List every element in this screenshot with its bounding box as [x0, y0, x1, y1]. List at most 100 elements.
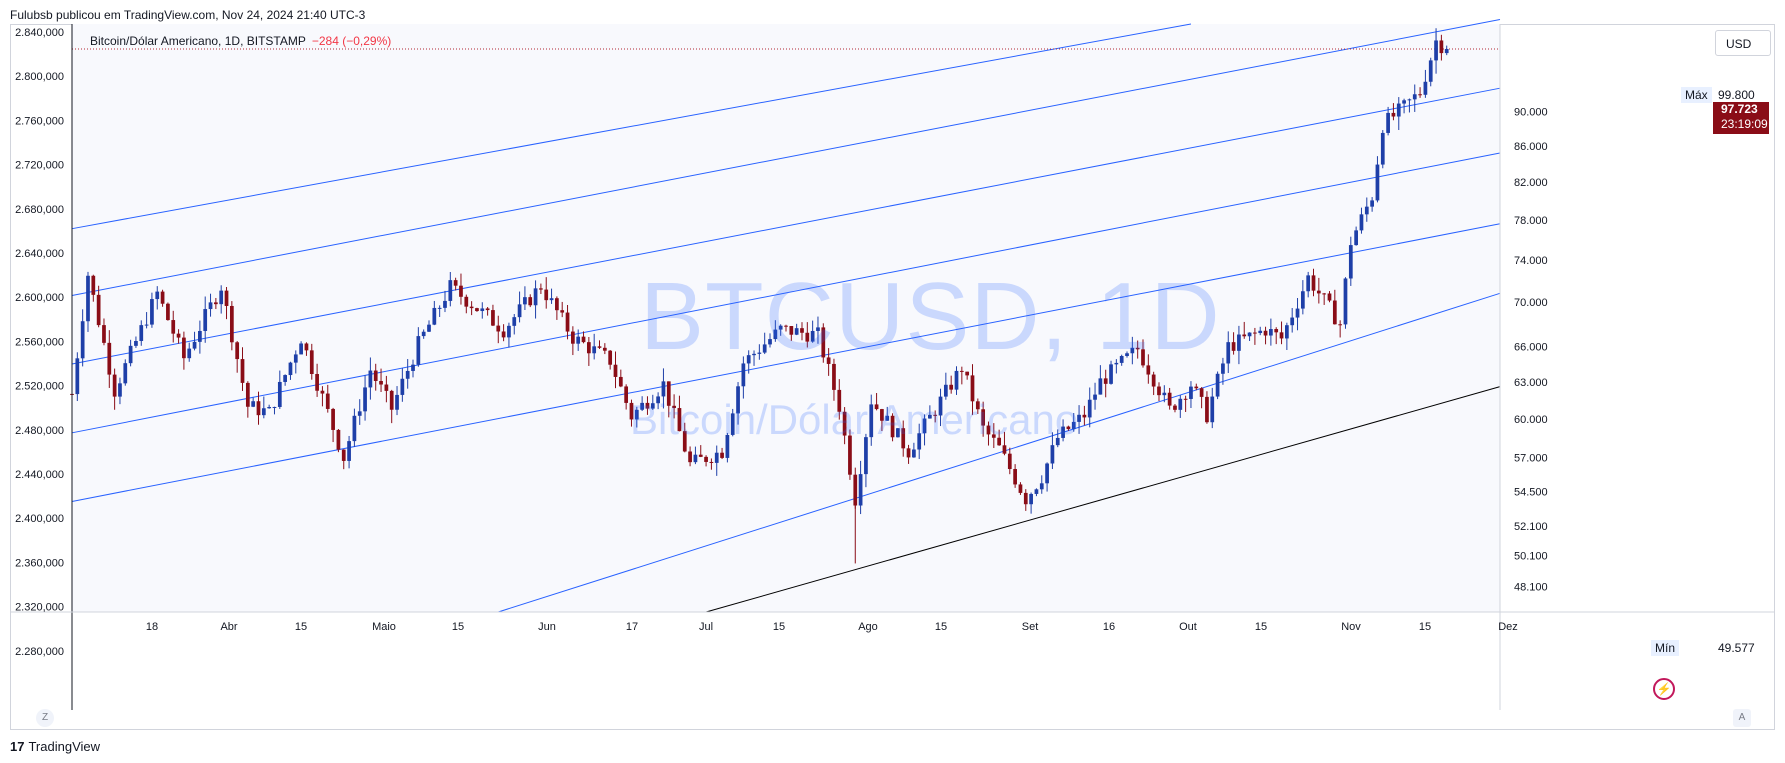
candle-body	[1210, 396, 1215, 423]
tradingview-logo[interactable]: 17 TradingView	[10, 739, 100, 754]
candle-body	[805, 332, 810, 342]
candle-body	[1141, 349, 1145, 366]
candle-body	[1055, 437, 1060, 446]
candle-body	[91, 275, 96, 295]
candle-body	[1386, 112, 1390, 133]
candle-body	[80, 321, 85, 359]
candle-body	[448, 280, 453, 301]
candle-body	[741, 363, 746, 387]
candle-body	[272, 406, 277, 408]
candle-body	[1093, 394, 1097, 400]
candle-body	[1221, 363, 1225, 374]
candle-body	[618, 376, 623, 387]
zoom-button[interactable]: Z	[36, 709, 54, 727]
left-axis-tick-label: 2.760,000	[15, 115, 64, 127]
min-value: 49.577	[1718, 641, 1755, 655]
candle-body	[1066, 426, 1071, 430]
candle-body	[208, 302, 213, 310]
candle-body	[523, 297, 527, 305]
candle-body	[315, 374, 319, 391]
candle-body	[1098, 378, 1103, 395]
candle-body	[571, 331, 575, 344]
candle-body	[203, 309, 208, 331]
candle-body	[416, 336, 421, 365]
candle-body	[896, 428, 900, 438]
candle-body	[235, 342, 240, 360]
candle-body	[389, 390, 394, 410]
candle-body	[848, 435, 852, 475]
currency-button[interactable]: USD	[1715, 30, 1771, 56]
candle-body	[107, 342, 112, 375]
candle-body	[1034, 489, 1039, 494]
candle-body	[251, 401, 256, 407]
candle-body	[720, 452, 724, 458]
candle-body	[240, 359, 245, 383]
left-axis-tick-label: 2.600,000	[15, 292, 64, 304]
candle-body	[1114, 362, 1119, 365]
candle-body	[400, 378, 405, 395]
channel-lines	[71, 19, 1501, 613]
x-axis-tick-label: Nov	[1341, 621, 1361, 633]
candle-body	[762, 344, 767, 353]
candle-body	[512, 317, 517, 326]
candle-body	[219, 290, 224, 305]
last-price-badge: 97.723 23:19:09	[1713, 102, 1769, 134]
lightning-icon[interactable]: ⚡	[1653, 678, 1675, 700]
candle-body	[1146, 365, 1151, 375]
candle-body	[128, 345, 133, 364]
candle-body	[501, 331, 506, 338]
candle-body	[874, 404, 879, 410]
candle-body	[597, 346, 602, 348]
candle-body	[331, 408, 335, 430]
candle-body	[160, 291, 165, 304]
candle-body	[991, 434, 996, 438]
candle-body	[794, 328, 799, 335]
candle-body	[1173, 405, 1177, 410]
candle-body	[959, 370, 964, 372]
candle-body	[1348, 245, 1353, 279]
candle-body	[1402, 100, 1406, 104]
auto-scale-button[interactable]: A	[1733, 709, 1751, 727]
candle-body	[1189, 386, 1193, 399]
candle-body	[1018, 484, 1023, 493]
candle-body	[666, 381, 671, 406]
base-trend-line	[705, 386, 1501, 613]
candle-body	[975, 401, 980, 410]
candle-body	[810, 330, 815, 342]
candle-body	[1013, 469, 1017, 485]
candle-body	[709, 461, 714, 463]
candle-body	[277, 381, 282, 407]
candle-body	[309, 350, 314, 375]
candle-body	[826, 357, 831, 364]
candle-body	[1306, 275, 1311, 292]
candle-body	[1370, 200, 1374, 207]
candle-body	[784, 325, 788, 327]
candle-body	[933, 414, 938, 416]
candle-body	[832, 363, 836, 390]
candle-body	[1391, 112, 1396, 117]
candle-body	[917, 433, 922, 450]
candle-body	[800, 328, 804, 333]
symbol-legend[interactable]: Bitcoin/Dólar Americano, 1D, BITSTAMP −28…	[90, 34, 391, 48]
candle-body	[1263, 330, 1268, 336]
candle-body	[981, 409, 986, 426]
candle-body	[869, 404, 874, 438]
right-axis-tick-label: 70.000	[1514, 297, 1548, 309]
candle-body	[214, 302, 218, 305]
candle-body	[112, 374, 117, 397]
right-axis-tick-label: 63.000	[1514, 377, 1548, 389]
candle-body	[1338, 324, 1343, 326]
candle-body	[283, 375, 287, 382]
candle-body	[778, 325, 783, 330]
candle-body	[938, 396, 943, 416]
candle-body	[1375, 164, 1380, 201]
candle-body	[1039, 483, 1044, 490]
candle-body	[102, 325, 106, 343]
candle-body	[624, 386, 629, 403]
x-axis-tick-label: 15	[935, 621, 947, 633]
watermark-name: Bitcoin/Dólar Americano	[630, 396, 1079, 443]
candle-body	[299, 343, 303, 355]
tradingview-brand: TradingView	[28, 739, 101, 754]
candle-body	[1300, 291, 1305, 309]
